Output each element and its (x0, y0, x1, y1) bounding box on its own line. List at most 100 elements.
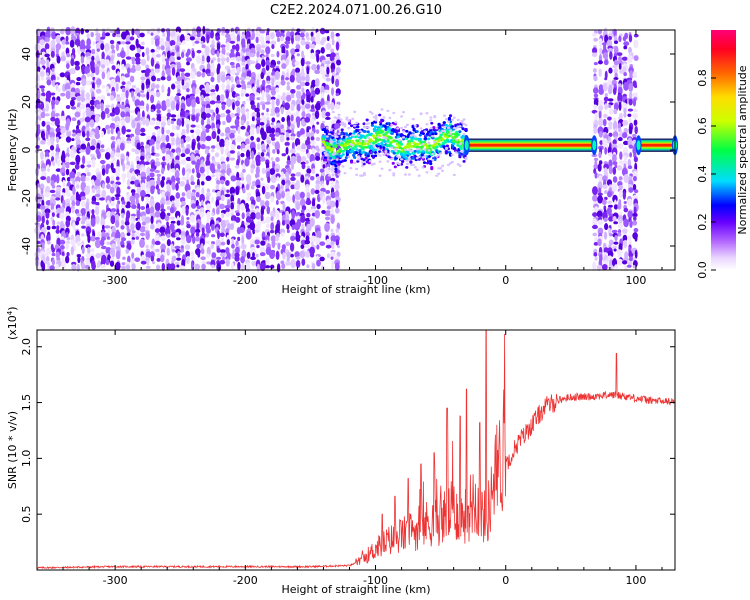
spectrogram-cell (160, 121, 167, 127)
spectrogram-cell (341, 153, 345, 156)
spectrogram-cell (613, 59, 619, 66)
spectrogram-cell (608, 216, 614, 222)
spectrogram-cell (408, 152, 412, 156)
spectrogram-cell (139, 228, 146, 233)
spectrogram-cell (275, 156, 280, 162)
spectrogram-cell (111, 196, 115, 202)
spectrogram-cell (260, 71, 265, 80)
spectrogram-cell (211, 223, 215, 231)
spectrogram-cell (290, 173, 296, 177)
spectrogram-cell (105, 210, 112, 218)
spectrogram-cell (141, 82, 145, 91)
spectrogram-cell (177, 251, 181, 258)
spectrogram-cell (167, 108, 171, 113)
spectrogram-cell (100, 218, 106, 227)
spectrogram-cell (122, 256, 126, 260)
spectrogram-cell (459, 145, 463, 149)
spectrogram-cell (140, 254, 146, 263)
spectrogram-cell (634, 249, 638, 259)
spectrogram-cell (191, 99, 196, 109)
spectrogram-cell (56, 174, 60, 184)
spectrogram-cell (101, 71, 106, 80)
spectrogram-cell (305, 199, 312, 206)
spectrogram-cell (301, 87, 305, 93)
spectrogram-cell (444, 133, 448, 136)
spectrogram-cell (170, 120, 174, 125)
spectrogram-cell (622, 132, 628, 139)
spectrogram-cell (255, 211, 261, 220)
spectrogram-cell (186, 171, 190, 178)
spectrogram-cell (270, 222, 275, 231)
spectrogram-cell (160, 198, 166, 206)
spectrogram-x-tick-label: 100 (625, 274, 646, 287)
spectrogram-cell (44, 36, 50, 43)
spectrogram-cell (456, 123, 460, 126)
spectrogram-cell (280, 128, 286, 134)
spectrogram-cell (99, 148, 106, 153)
spectrogram-cell (444, 117, 448, 121)
spectrogram-cell (170, 175, 176, 185)
spectrogram-cell (95, 201, 100, 206)
spectrogram-cell (85, 201, 90, 211)
spectrogram-cell (295, 90, 302, 100)
spectrogram-cell (381, 119, 385, 122)
spectrogram-cell (300, 148, 306, 153)
spectrogram-cell (80, 262, 86, 270)
spectrogram-cell (220, 74, 226, 83)
spectrogram-cell (125, 56, 132, 60)
spectrogram-cell (154, 202, 161, 212)
spectrogram-cell (126, 193, 132, 204)
spectrogram-cell (249, 209, 256, 214)
spectrogram-cell (250, 135, 255, 141)
spectrogram-cell (353, 110, 357, 114)
spectrogram-cell (41, 262, 46, 272)
spectrogram-cell (326, 179, 330, 186)
spectrogram-cell (437, 172, 441, 175)
spectrogram-cell (327, 132, 331, 136)
spectrogram-cell (236, 145, 241, 150)
spectrogram-cell (141, 195, 145, 202)
spectrogram-cell (613, 40, 619, 44)
spectrogram-cell (627, 165, 633, 170)
spectrogram-cell (259, 29, 266, 34)
spectrogram-cell (45, 252, 49, 257)
spectrogram-cell (377, 142, 381, 146)
spectrogram-cell (244, 138, 250, 146)
spectrogram-cell (51, 212, 55, 218)
spectrogram-cell (608, 121, 613, 127)
spectrogram-cell (104, 107, 110, 115)
spectrogram-cell (160, 243, 166, 252)
spectrogram-cell (310, 136, 315, 141)
spectrogram-cell (241, 176, 245, 181)
spectrogram-cell (407, 173, 411, 176)
spectrogram-cell (222, 120, 226, 126)
spectrogram-cell (309, 252, 315, 258)
spectrogram-cell (66, 251, 70, 257)
spectrogram-cell (373, 154, 378, 158)
spectrogram-cell (114, 261, 121, 271)
spectrogram-cell (413, 166, 417, 169)
spectrogram-cell (255, 223, 261, 232)
spectrogram-cell (134, 117, 141, 122)
spectrogram-cell (109, 236, 115, 240)
spectrogram-cell (220, 132, 225, 137)
spectrogram-cell (70, 58, 75, 67)
spectrogram-cell (591, 153, 598, 158)
spectrogram-cell (452, 142, 456, 145)
spectrogram-cell (304, 81, 310, 87)
spectrogram-cell (394, 147, 398, 151)
spectrogram-cell (281, 117, 285, 123)
spectrogram-cell (623, 173, 629, 184)
snr-y-tick-label: 1.5 (20, 394, 33, 412)
spectrogram-cell (161, 126, 165, 136)
spectrogram-cell (438, 124, 442, 128)
spectrogram-cell (259, 96, 265, 101)
spectrogram-cell (230, 215, 237, 222)
spectrogram-cell (191, 50, 195, 59)
spectrogram-cell (95, 215, 100, 225)
spectrogram-cell (156, 173, 161, 177)
spectrogram-cell (593, 61, 598, 66)
spectrogram-cell (597, 238, 602, 247)
spectrogram-cell (101, 168, 106, 176)
snr-multiplier-exponent: 4 (6, 310, 14, 315)
